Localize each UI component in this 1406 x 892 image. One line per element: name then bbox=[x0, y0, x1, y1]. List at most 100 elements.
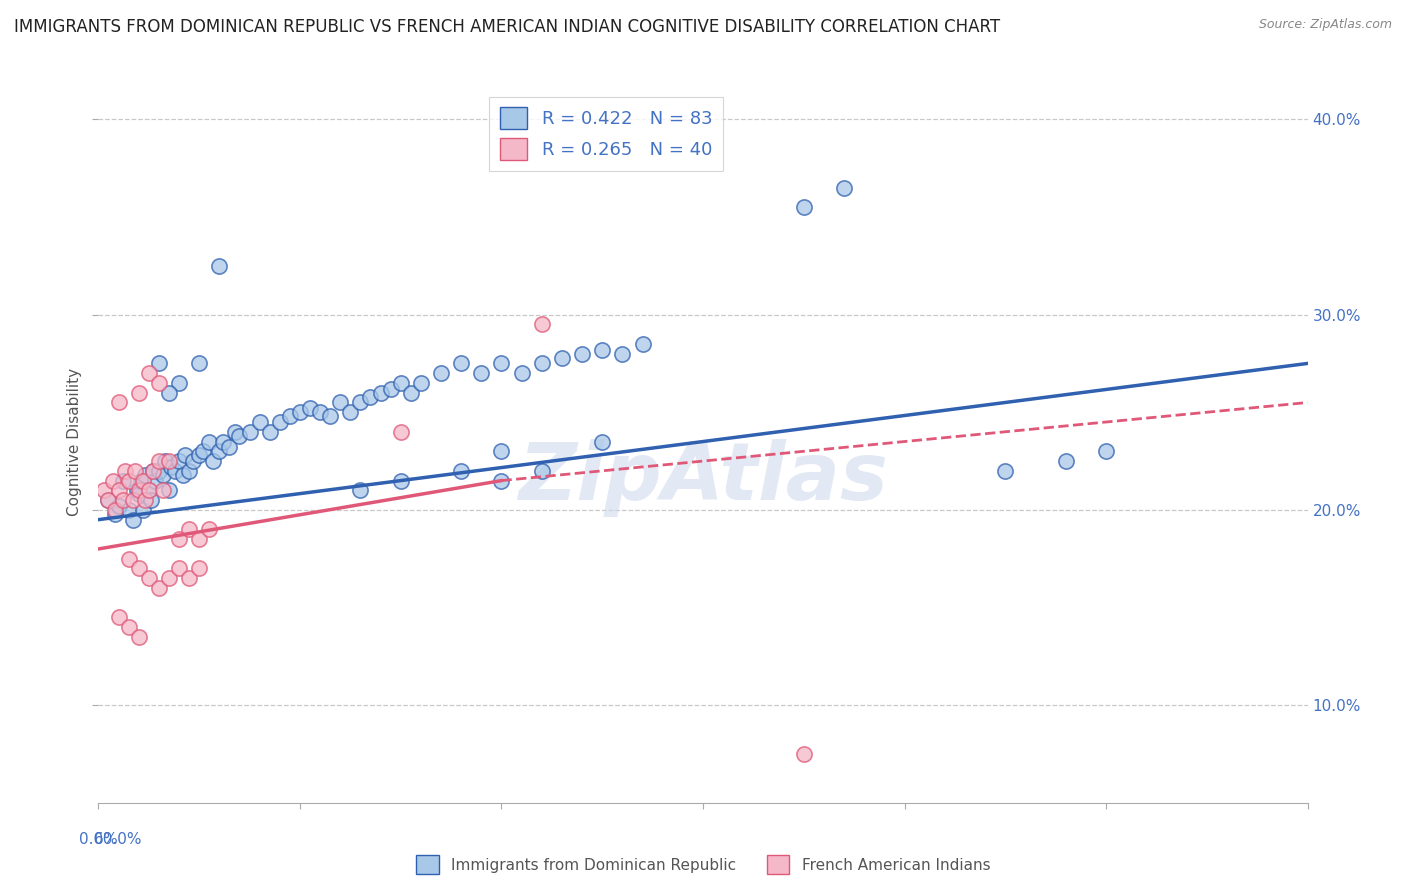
Point bbox=[793, 200, 815, 214]
Point bbox=[631, 337, 654, 351]
Point bbox=[148, 581, 170, 595]
Point bbox=[167, 454, 190, 468]
Point bbox=[491, 444, 513, 458]
Point bbox=[491, 474, 513, 488]
Point bbox=[612, 346, 634, 360]
Point bbox=[174, 448, 197, 462]
Point bbox=[450, 356, 472, 370]
Point bbox=[118, 620, 141, 634]
Point bbox=[299, 401, 322, 416]
Point bbox=[157, 385, 180, 400]
Point bbox=[167, 561, 190, 575]
Point bbox=[148, 464, 170, 478]
Text: Source: ZipAtlas.com: Source: ZipAtlas.com bbox=[1258, 18, 1392, 31]
Point bbox=[167, 532, 190, 546]
Point bbox=[470, 366, 492, 380]
Point bbox=[128, 630, 150, 644]
Point bbox=[208, 259, 231, 273]
Point bbox=[121, 493, 143, 508]
Point bbox=[128, 561, 150, 575]
Point bbox=[103, 507, 125, 521]
Point bbox=[93, 483, 115, 498]
Point bbox=[339, 405, 361, 419]
Point bbox=[111, 474, 134, 488]
Point bbox=[1095, 444, 1118, 458]
Point bbox=[208, 444, 231, 458]
Point bbox=[143, 474, 166, 488]
Point bbox=[224, 425, 246, 439]
Point bbox=[188, 356, 211, 370]
Point bbox=[450, 464, 472, 478]
Point bbox=[118, 503, 141, 517]
Point bbox=[510, 366, 533, 380]
Point bbox=[228, 428, 250, 442]
Point bbox=[129, 474, 152, 488]
Point bbox=[278, 409, 301, 424]
Point bbox=[430, 366, 453, 380]
Point bbox=[1054, 454, 1077, 468]
Point bbox=[179, 464, 201, 478]
Point bbox=[288, 405, 311, 419]
Legend: R = 0.422   N = 83, R = 0.265   N = 40: R = 0.422 N = 83, R = 0.265 N = 40 bbox=[489, 96, 723, 171]
Text: ZipAtlas: ZipAtlas bbox=[517, 439, 889, 516]
Point bbox=[179, 523, 201, 537]
Point bbox=[157, 483, 180, 498]
Point bbox=[163, 464, 186, 478]
Point bbox=[107, 610, 129, 624]
Point bbox=[125, 483, 148, 498]
Point bbox=[148, 376, 170, 390]
Y-axis label: Cognitive Disability: Cognitive Disability bbox=[67, 368, 83, 516]
Point bbox=[349, 483, 371, 498]
Point bbox=[181, 454, 204, 468]
Point bbox=[97, 493, 120, 508]
Point bbox=[309, 405, 332, 419]
Point bbox=[124, 464, 146, 478]
Point bbox=[132, 474, 155, 488]
Point bbox=[134, 493, 156, 508]
Point bbox=[101, 474, 124, 488]
Point bbox=[148, 454, 170, 468]
Point bbox=[121, 513, 143, 527]
Point bbox=[107, 395, 129, 409]
Point bbox=[188, 448, 211, 462]
Point bbox=[389, 376, 412, 390]
Point bbox=[148, 356, 170, 370]
Point bbox=[202, 454, 225, 468]
Point bbox=[138, 483, 160, 498]
Point bbox=[138, 366, 160, 380]
Point bbox=[212, 434, 235, 449]
Point bbox=[389, 474, 412, 488]
Point bbox=[239, 425, 262, 439]
Point bbox=[380, 382, 402, 396]
Point bbox=[249, 415, 271, 429]
Point bbox=[551, 351, 574, 365]
Point bbox=[399, 385, 422, 400]
Point bbox=[128, 487, 150, 501]
Point bbox=[139, 493, 162, 508]
Point bbox=[111, 493, 134, 508]
Point bbox=[103, 503, 125, 517]
Point bbox=[591, 434, 613, 449]
Point bbox=[138, 571, 160, 585]
Point bbox=[389, 425, 412, 439]
Point bbox=[107, 499, 129, 513]
Point bbox=[329, 395, 352, 409]
Point bbox=[259, 425, 281, 439]
Point bbox=[530, 318, 553, 332]
Point bbox=[172, 467, 194, 482]
Point bbox=[491, 356, 513, 370]
Point bbox=[319, 409, 342, 424]
Point bbox=[142, 464, 165, 478]
Point bbox=[530, 464, 553, 478]
Point bbox=[994, 464, 1017, 478]
Point bbox=[269, 415, 291, 429]
Point bbox=[188, 532, 211, 546]
Text: 0.0%: 0.0% bbox=[79, 831, 118, 847]
Point bbox=[167, 376, 190, 390]
Point bbox=[107, 483, 129, 498]
Point bbox=[571, 346, 593, 360]
Point bbox=[152, 467, 174, 482]
Text: 60.0%: 60.0% bbox=[94, 831, 143, 847]
Point bbox=[193, 444, 215, 458]
Point bbox=[832, 180, 855, 194]
